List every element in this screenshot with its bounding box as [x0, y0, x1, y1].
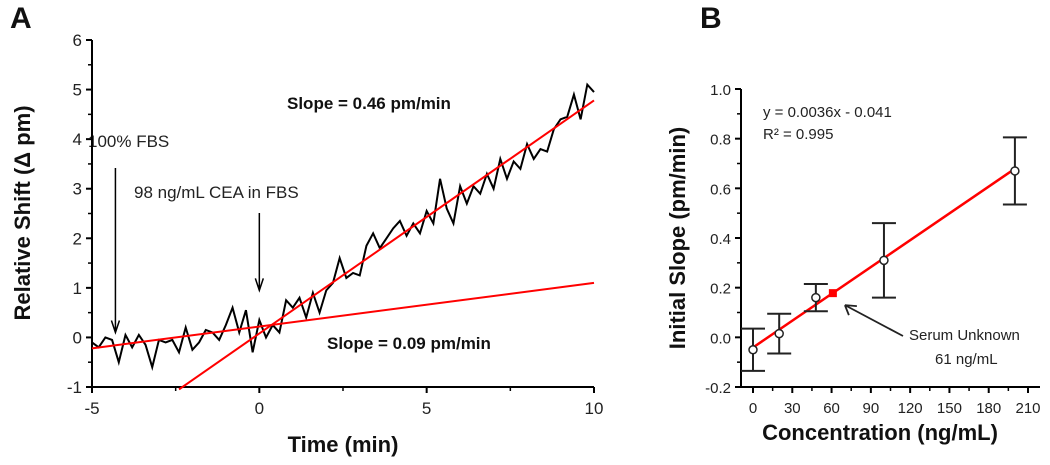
y-tick-label-a: 2 [73, 229, 82, 248]
y-axis-label-b: Initial Slope (pm/min) [665, 127, 690, 349]
panel-label-b: B [700, 2, 722, 35]
y-tick-label-a: 5 [73, 81, 82, 100]
panel-label-a: A [10, 2, 32, 35]
y-axis-label-a: Relative Shift (Δ pm) [10, 105, 35, 320]
annotation-slope-009: Slope = 0.09 pm/min [327, 334, 491, 353]
y-tick-label-b: 0.0 [710, 330, 731, 347]
unknown-arrow [844, 304, 904, 337]
data-point [1010, 166, 1020, 176]
arrow-cea [254, 213, 265, 293]
binding-fit-line [178, 99, 595, 391]
annotation-cea: 98 ng/mL CEA in FBS [134, 183, 299, 202]
x-axis-label-b: Concentration (ng/mL) [762, 420, 998, 445]
x-tick-label-b: 120 [898, 400, 923, 417]
x-tick-label-b: 60 [823, 400, 840, 417]
data-point [811, 292, 821, 303]
signal-line [91, 82, 595, 371]
annotation-fbs: 100% FBS [88, 132, 169, 151]
annotation-slope-046: Slope = 0.46 pm/min [287, 94, 451, 113]
unknown-label: Serum Unknown [909, 327, 1020, 344]
baseline-fit-line [91, 281, 595, 350]
fit-r-squared: R² = 0.995 [763, 126, 833, 143]
y-tick-label-a: -1 [67, 378, 82, 397]
y-tick-label-b: 0.2 [710, 281, 731, 298]
x-tick-label-a: 5 [422, 399, 431, 418]
unknown-point [828, 289, 837, 298]
x-tick-label-b: 0 [749, 400, 757, 417]
y-tick-label-b: 1.0 [710, 82, 731, 99]
y-tick-label-a: 4 [73, 130, 82, 149]
y-tick-label-b: 0.4 [710, 231, 731, 248]
data-point [879, 255, 889, 266]
y-tick-label-a: 0 [73, 328, 82, 347]
data-point [748, 345, 758, 355]
data-point [774, 328, 784, 339]
unknown-concentration: 61 ng/mL [935, 351, 998, 368]
y-tick-label-a: 1 [73, 279, 82, 298]
panel-a: A Time (min) Relative Shift (Δ pm) 100% … [10, 2, 603, 457]
y-tick-label-a: 3 [73, 180, 82, 199]
x-tick-label-b: 150 [937, 400, 962, 417]
x-tick-label-a: -5 [84, 399, 99, 418]
fit-equation: y = 0.0036x - 0.041 [763, 104, 892, 121]
x-tick-label-b: 30 [784, 400, 801, 417]
x-tick-label-a: 0 [255, 399, 264, 418]
panel-b: B Concentration (ng/mL) Initial Slope (p… [665, 2, 1041, 445]
y-tick-label-b: -0.2 [705, 380, 731, 397]
x-tick-label-b: 210 [1015, 400, 1040, 417]
x-axis-label-a: Time (min) [288, 432, 399, 457]
arrow-fbs [110, 168, 121, 335]
y-tick-label-b: 0.6 [710, 181, 731, 198]
x-tick-label-b: 180 [976, 400, 1001, 417]
x-tick-label-a: 10 [585, 399, 604, 418]
x-tick-label-b: 90 [863, 400, 880, 417]
y-tick-label-b: 0.8 [710, 132, 731, 149]
y-tick-label-a: 6 [73, 31, 82, 50]
